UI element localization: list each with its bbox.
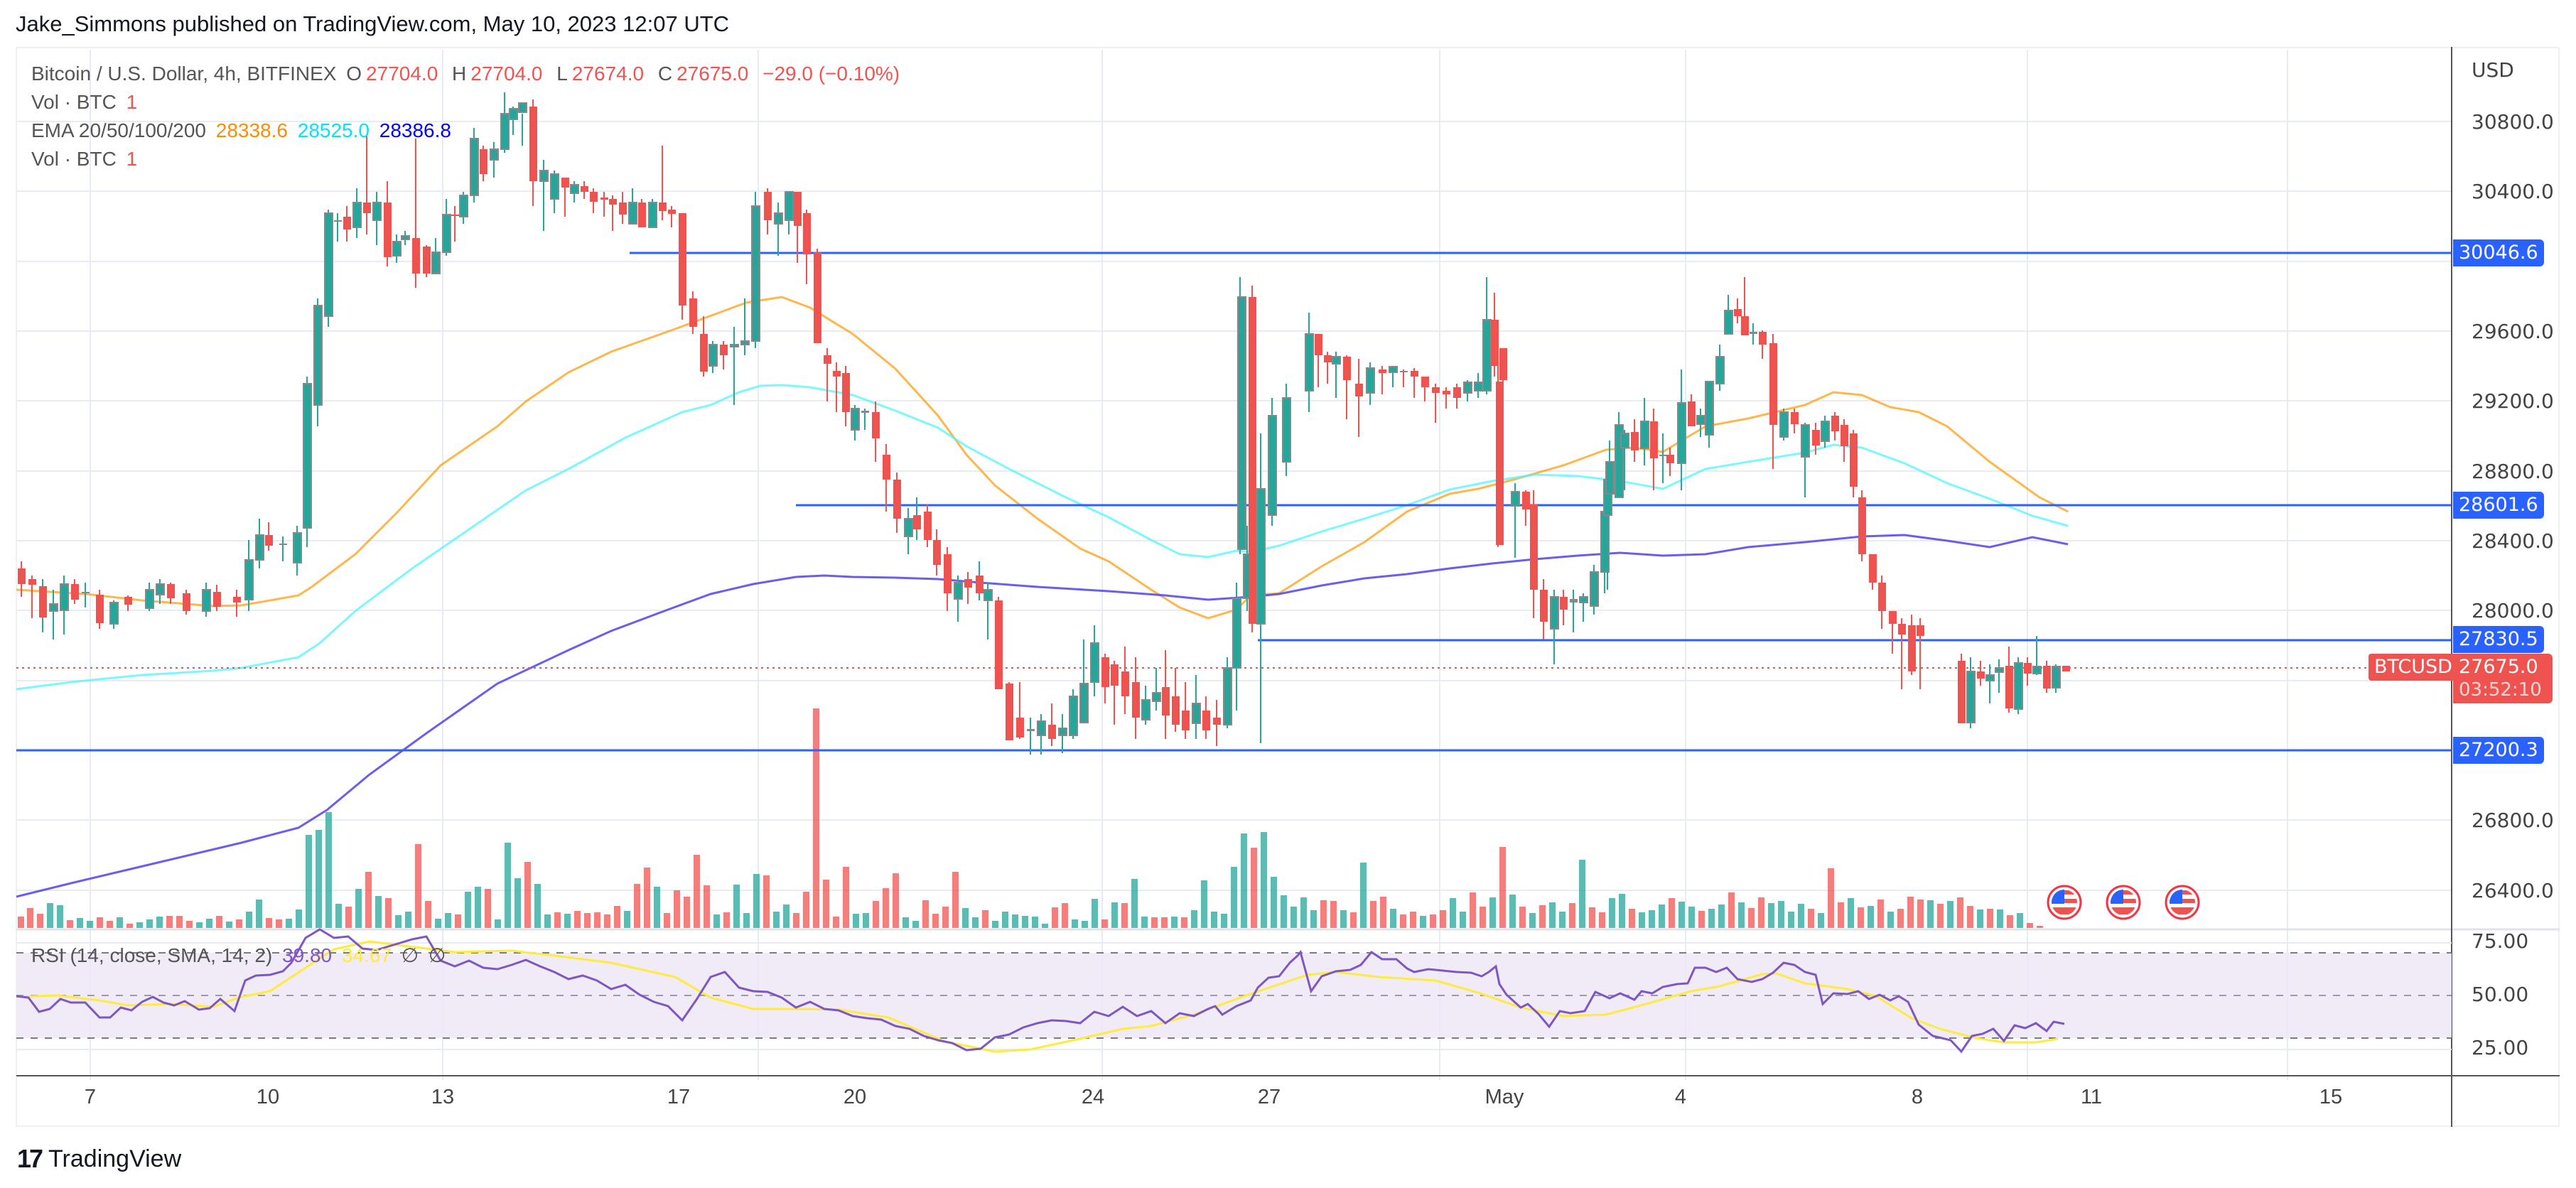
rsi-band bbox=[16, 953, 2452, 1038]
rsi-line bbox=[16, 928, 2065, 1054]
time-label: May bbox=[1484, 1086, 1524, 1108]
price-tick: 28000.0 bbox=[2472, 599, 2554, 622]
chart-frame bbox=[16, 47, 2560, 1127]
price-tick: 30800.0 bbox=[2472, 110, 2554, 134]
publish-info: Jake_Simmons published on TradingView.co… bbox=[16, 11, 730, 36]
level-tag-27830[interactable]: 27830.5 bbox=[2453, 626, 2544, 653]
rsi-tick: 75.00 bbox=[2472, 929, 2529, 953]
price-tick: 28400.0 bbox=[2472, 529, 2554, 553]
ema20-line bbox=[16, 296, 2069, 620]
ema50-value: 28525.0 bbox=[297, 119, 370, 141]
price-tick: 29600.0 bbox=[2472, 320, 2554, 343]
bar-countdown: 03:52:10 bbox=[2459, 679, 2542, 701]
tradingview-footer[interactable]: 17 TradingView bbox=[17, 1144, 181, 1174]
us-flag-icon[interactable] bbox=[2047, 885, 2082, 920]
ema200-line bbox=[16, 534, 2069, 898]
low-label: L 27674.0 bbox=[556, 63, 645, 85]
ema50-line bbox=[16, 384, 2069, 691]
us-flag-icon[interactable] bbox=[2106, 885, 2141, 920]
time-label: 17 bbox=[667, 1086, 691, 1108]
support-resistance-levels[interactable] bbox=[16, 252, 2452, 752]
price-tick: 26800.0 bbox=[2472, 809, 2554, 832]
time-label: 24 bbox=[1081, 1086, 1105, 1108]
level-tag-28601[interactable]: 28601.6 bbox=[2453, 492, 2544, 519]
time-label: 20 bbox=[843, 1086, 867, 1108]
time-label: 27 bbox=[1257, 1086, 1281, 1108]
level-tag-30046[interactable]: 30046.6 bbox=[2453, 239, 2544, 266]
candlesticks bbox=[18, 92, 2070, 755]
symbol-tag: BTCUSD bbox=[2368, 654, 2458, 681]
symbol-name[interactable]: Bitcoin / U.S. Dollar, 4h, BITFINEX bbox=[31, 63, 337, 85]
rsi-sma-line bbox=[16, 940, 2059, 1053]
ema200-value: 28386.8 bbox=[379, 119, 451, 141]
rsi-pane bbox=[16, 928, 2452, 1054]
time-label: 11 bbox=[2080, 1086, 2103, 1108]
time-label: 15 bbox=[2319, 1086, 2343, 1108]
time-label: 7 bbox=[84, 1086, 97, 1108]
open-label: O 27704.0 bbox=[346, 63, 438, 85]
change-value: −29.0 (−0.10%) bbox=[762, 63, 900, 85]
rsi-value: 39.80 bbox=[282, 944, 333, 966]
us-flag-icon[interactable] bbox=[2165, 885, 2200, 920]
time-label: 8 bbox=[1911, 1086, 1924, 1108]
currency-label: USD bbox=[2472, 58, 2514, 82]
tradingview-logo-icon: 17 bbox=[17, 1144, 43, 1173]
time-label: 10 bbox=[256, 1086, 280, 1108]
level-tag-27200[interactable]: 27200.3 bbox=[2453, 737, 2544, 764]
volume-legend-1[interactable]: Vol · BTC 1 bbox=[31, 91, 138, 113]
rsi-tick: 25.00 bbox=[2472, 1036, 2529, 1059]
time-label: 13 bbox=[431, 1086, 455, 1108]
close-label: C 27675.0 bbox=[657, 63, 749, 85]
volume-bars bbox=[18, 708, 2043, 928]
price-tick: 26400.0 bbox=[2472, 879, 2554, 902]
price-tick: 28800.0 bbox=[2472, 460, 2554, 483]
price-tick: 30400.0 bbox=[2472, 180, 2554, 203]
brand-name: TradingView bbox=[48, 1145, 182, 1172]
ema-legend[interactable]: EMA 20/50/100/200 28338.6 28525.0 28386.… bbox=[31, 119, 451, 141]
ohlc-legend[interactable]: Bitcoin / U.S. Dollar, 4h, BITFINEX O 277… bbox=[31, 63, 904, 85]
rsi-tick: 50.00 bbox=[2472, 983, 2529, 1006]
rsi-sma-value: 34.67 bbox=[341, 944, 392, 966]
high-label: H 27704.0 bbox=[452, 63, 543, 85]
last-price-tag[interactable]: 27675.0 03:52:10 bbox=[2453, 654, 2553, 703]
rsi-legend[interactable]: RSI (14, close, SMA, 14, 2) 39.80 34.67 … bbox=[31, 944, 446, 966]
ema20-value: 28338.6 bbox=[215, 119, 288, 141]
price-tick: 29200.0 bbox=[2472, 389, 2554, 413]
volume-legend-2[interactable]: Vol · BTC 1 bbox=[31, 148, 138, 170]
time-label: 4 bbox=[1674, 1086, 1687, 1108]
